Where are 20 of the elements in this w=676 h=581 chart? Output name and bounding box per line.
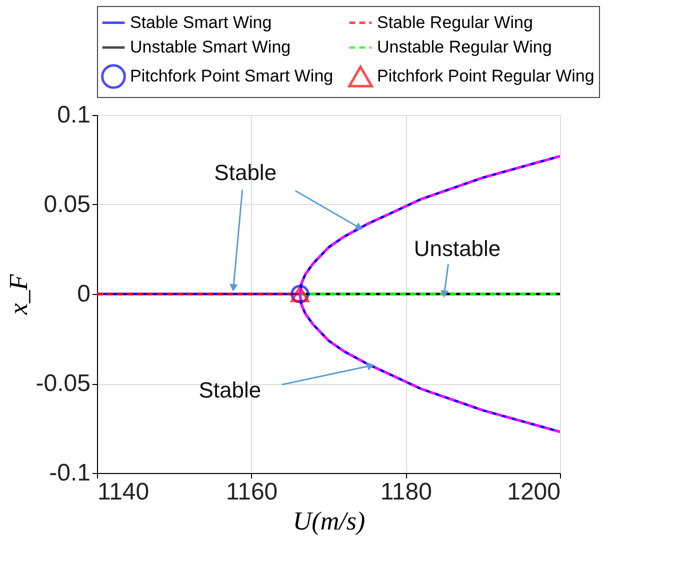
annotation: Stable bbox=[198, 378, 262, 403]
y-tick-label: 0 bbox=[77, 280, 90, 308]
x-tick-label: 1180 bbox=[380, 478, 432, 506]
y-tick-label: 0.1 bbox=[57, 102, 90, 128]
x-tick-label: 1200 bbox=[507, 478, 560, 506]
legend-label: Unstable Regular Wing bbox=[377, 38, 552, 56]
x-axis-title: U(m/s) bbox=[292, 506, 366, 536]
legend-label: Stable Smart Wing bbox=[130, 12, 272, 32]
x-tick-label: 1140 bbox=[98, 478, 150, 506]
y-tick-label: -0.05 bbox=[36, 370, 90, 397]
annotation: Unstable bbox=[414, 236, 501, 261]
y-tick-label: -0.1 bbox=[49, 460, 90, 486]
legend-label: Pitchfork Point Smart Wing bbox=[130, 66, 334, 86]
legend-label: Unstable Smart Wing bbox=[130, 38, 291, 56]
y-tick-label: 0.05 bbox=[44, 191, 90, 218]
legend-label: Pitchfork Point Regular Wing bbox=[377, 66, 594, 86]
x-tick-label: 1160 bbox=[226, 478, 278, 506]
y-axis-title: x_F bbox=[4, 273, 33, 316]
legend-label: Stable Regular Wing bbox=[377, 12, 533, 32]
annotation: Stable bbox=[214, 160, 277, 185]
